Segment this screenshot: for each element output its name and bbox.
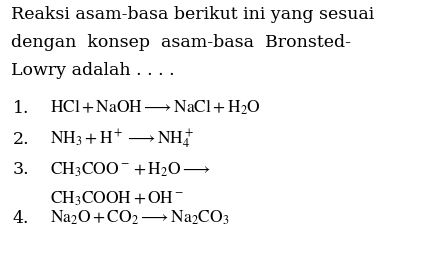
Text: $\mathregular{NH_3 + H^+ \longrightarrow NH_4^+}$: $\mathregular{NH_3 + H^+ \longrightarrow… xyxy=(49,128,194,151)
Text: 3.: 3. xyxy=(13,161,30,178)
Text: $\mathregular{Na_2O + CO_2 \longrightarrow Na_2CO_3}$: $\mathregular{Na_2O + CO_2 \longrightarr… xyxy=(49,209,229,227)
Text: dengan  konsep  asam-basa  Bronsted-: dengan konsep asam-basa Bronsted- xyxy=(11,34,351,51)
Text: 4.: 4. xyxy=(13,210,30,227)
Text: $\mathregular{CH_3COO^- + H_2O \longrightarrow}$: $\mathregular{CH_3COO^- + H_2O \longrigh… xyxy=(49,160,210,179)
Text: $\mathregular{HCl + NaOH \longrightarrow NaCl + H_2O}$: $\mathregular{HCl + NaOH \longrightarrow… xyxy=(49,98,261,117)
Text: Reaksi asam-basa berikut ini yang sesuai: Reaksi asam-basa berikut ini yang sesuai xyxy=(11,6,374,23)
Text: 2.: 2. xyxy=(13,131,30,148)
Text: $\mathregular{CH_3COOH + OH^-}$: $\mathregular{CH_3COOH + OH^-}$ xyxy=(49,190,183,208)
Text: Lowry adalah . . . .: Lowry adalah . . . . xyxy=(11,62,175,79)
Text: 1.: 1. xyxy=(13,100,30,117)
